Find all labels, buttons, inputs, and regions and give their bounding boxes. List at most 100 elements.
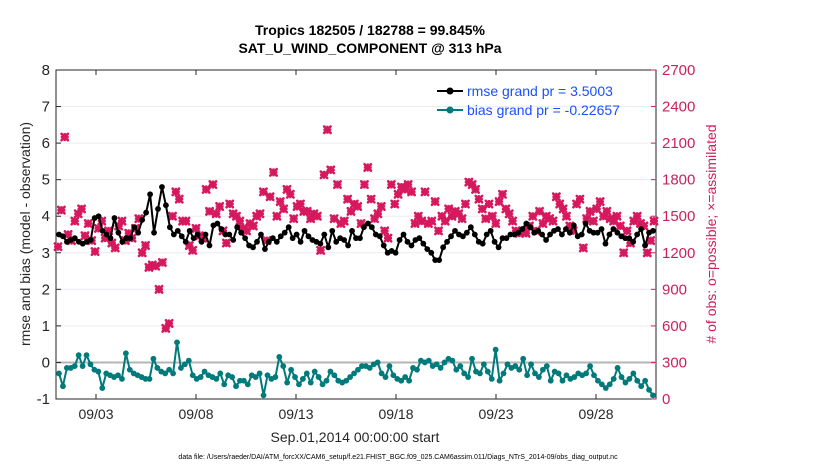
left-tick-label: 2 [42, 281, 50, 298]
assimilated-point [329, 214, 339, 224]
rmse-point [495, 244, 502, 251]
bias-point [119, 375, 125, 382]
bias-point [406, 377, 413, 384]
rmse-point [87, 237, 94, 243]
x-tick-label: 09/28 [578, 406, 613, 422]
bias-point [591, 372, 597, 379]
rmse-point [614, 229, 621, 236]
rmse-point [364, 220, 371, 227]
rmse-point [535, 227, 542, 234]
assimilated-point [77, 204, 87, 214]
rmse-point [131, 224, 138, 231]
rmse-point [491, 238, 498, 245]
bias-point [272, 374, 279, 380]
assimilated-point [289, 214, 299, 224]
rmse-point [467, 224, 474, 231]
assimilated-point [538, 219, 548, 229]
assimilated-point [117, 216, 127, 226]
plot-area [55, 69, 657, 400]
assimilated-point [366, 194, 376, 204]
assimilated-point [167, 211, 177, 221]
bias-point [244, 381, 251, 388]
rmse-point [376, 233, 383, 240]
bias-point [571, 374, 578, 380]
right-tick-label: 600 [662, 318, 687, 335]
rmse-point [155, 206, 161, 212]
assimilated-point [471, 184, 481, 194]
chart-title-line2: SAT_U_WIND_COMPONENT @ 313 hPa [238, 40, 501, 56]
rmse-point [103, 231, 110, 238]
bias-point [217, 370, 224, 377]
bias-point [398, 377, 405, 384]
rmse-point [602, 240, 609, 247]
bias-point [425, 357, 432, 364]
rmse-point [289, 235, 296, 242]
assimilated-point [359, 180, 369, 190]
bias-point [614, 365, 621, 371]
bias-point [264, 372, 271, 379]
rmse-point [341, 237, 348, 243]
bias-point [610, 375, 617, 382]
x-tick-label: 09/08 [178, 406, 213, 422]
assimilated-point [508, 216, 518, 226]
rmse-point [269, 235, 276, 242]
bias-point [288, 366, 294, 373]
rmse-point [182, 238, 189, 245]
left-tick-label: 4 [42, 208, 50, 225]
bias-point [437, 365, 444, 371]
rmse-point [471, 231, 478, 238]
bias-point [626, 375, 633, 382]
bias-point [79, 363, 86, 369]
assimilated-point [201, 184, 211, 194]
bias-point [461, 370, 468, 377]
rmse-point [606, 231, 613, 238]
right-tick-label: 2400 [662, 99, 695, 116]
bias-point [366, 365, 373, 371]
bias-point [327, 368, 334, 375]
assimilated-point [205, 206, 215, 216]
bias-point [532, 370, 538, 377]
assimilated-point [164, 318, 174, 328]
assimilated-point [70, 216, 80, 226]
rmse-point [321, 231, 328, 238]
rmse-point [329, 227, 336, 234]
assimilated-point [376, 201, 386, 211]
bias-point [587, 363, 593, 369]
assimilated-point [403, 180, 413, 190]
bias-point [56, 370, 62, 377]
bias-point [323, 377, 330, 384]
bias-point [543, 363, 550, 369]
assimilated-point [474, 194, 484, 204]
bias-point [229, 374, 235, 380]
assimilated-point [407, 187, 417, 197]
bias-point [146, 375, 153, 382]
bias-point [496, 377, 503, 384]
legend: rmse grand pr = 3.5003 bias grand pr = -… [437, 83, 620, 118]
bias-point [457, 363, 464, 369]
assimilated-point [188, 245, 198, 255]
rmse-point [143, 209, 150, 216]
rmse-point [285, 224, 292, 231]
bias-point [480, 361, 487, 368]
bias-point [75, 352, 82, 359]
rmse-point [317, 240, 324, 247]
assimilated-point [332, 180, 342, 190]
bias-point [307, 379, 314, 386]
bias-point [512, 363, 519, 369]
rmse-point [190, 235, 197, 242]
rmse-point [396, 237, 403, 243]
assimilated-point [386, 180, 396, 190]
assimilated-point [457, 214, 467, 224]
assimilated-point [353, 201, 363, 211]
rmse-point [570, 222, 577, 229]
bias-point [504, 361, 511, 368]
rmse-point [416, 235, 423, 242]
rmse-point [115, 229, 122, 236]
assimilated-point [373, 209, 383, 219]
bias-point [197, 374, 204, 380]
assimilated-point [592, 204, 602, 214]
rmse-point [238, 229, 245, 236]
assimilated-point [646, 236, 656, 246]
bias-point [189, 372, 196, 379]
rmse-point [293, 231, 300, 238]
